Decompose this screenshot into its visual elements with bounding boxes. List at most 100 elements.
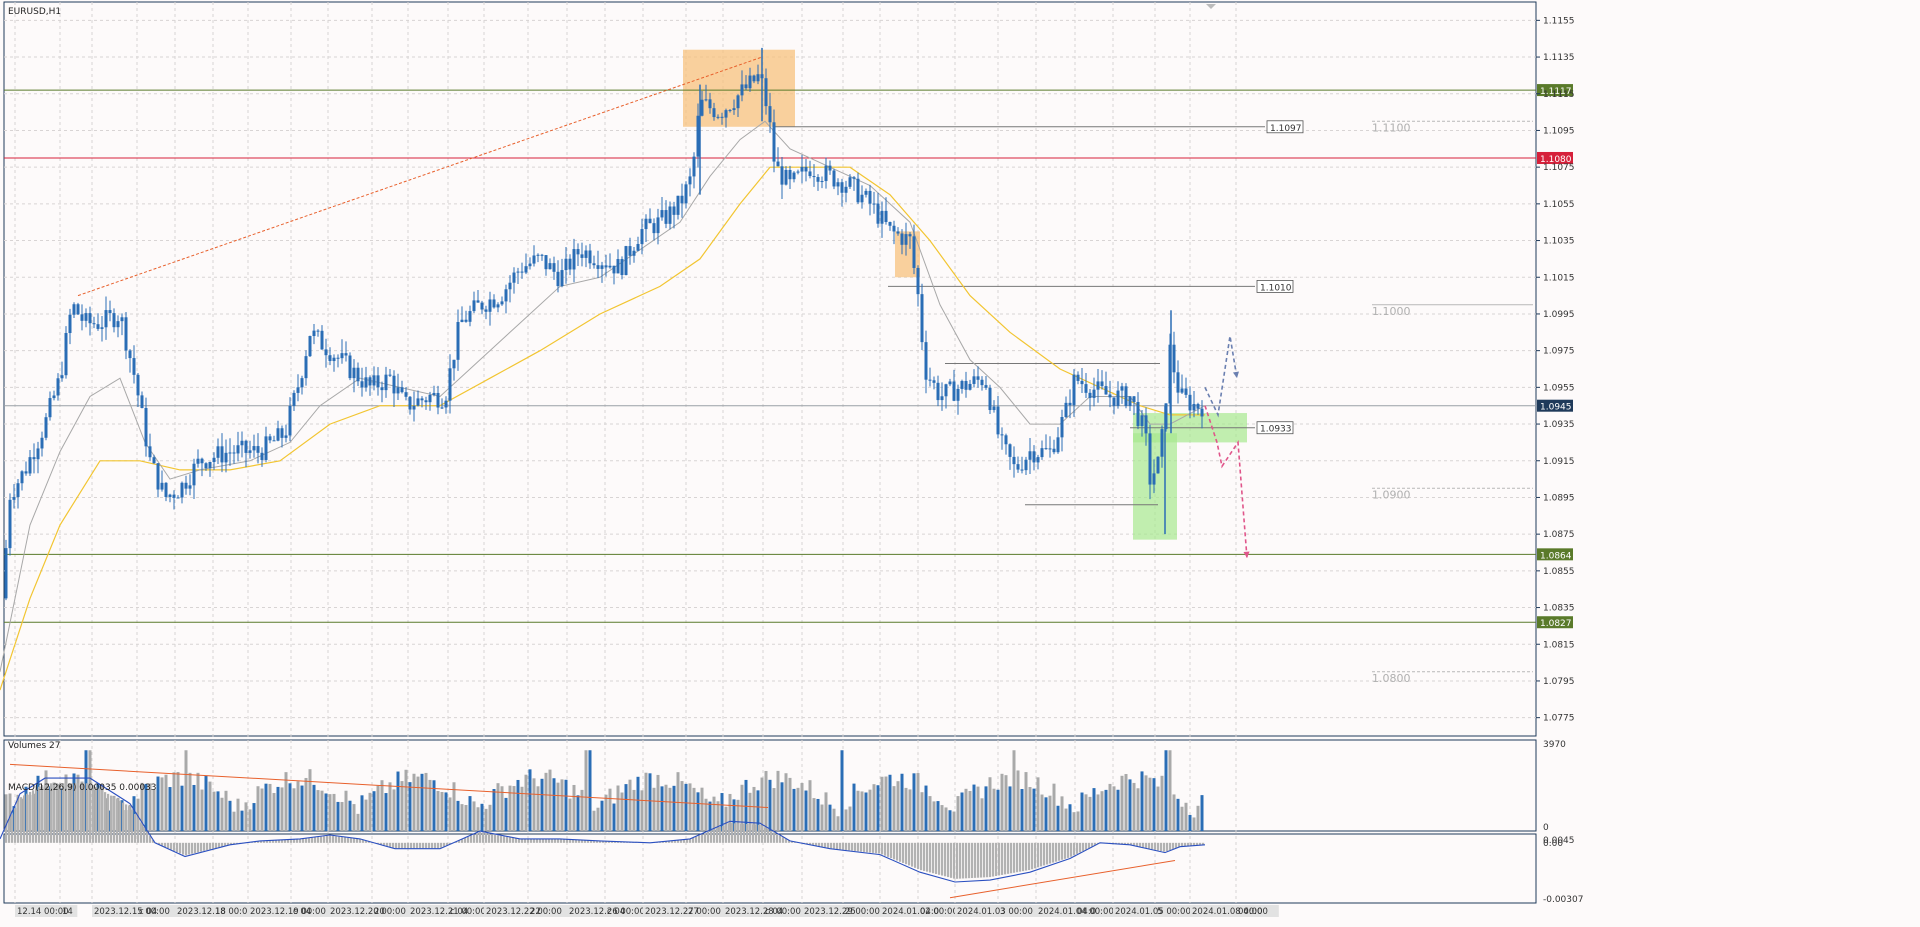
candle-body <box>320 330 324 350</box>
volume-bar <box>1024 772 1028 831</box>
candle-body <box>992 406 996 411</box>
macd-histogram-bar <box>728 823 731 843</box>
demand-zone[interactable] <box>1133 433 1177 540</box>
macd-histogram-bar <box>743 823 746 843</box>
price-axis-label: 1.0895 <box>1543 493 1575 503</box>
price-axis-label: 1.0835 <box>1543 604 1575 614</box>
candle-body <box>644 218 648 230</box>
candle-body <box>628 246 632 256</box>
macd-histogram-bar <box>902 842 905 863</box>
chart-shift-marker[interactable] <box>1206 4 1216 9</box>
candle-body <box>772 122 776 162</box>
candle-body <box>1124 386 1128 406</box>
drawings[interactable] <box>77 4 1250 559</box>
volume-bar <box>288 783 292 831</box>
volume-bar <box>344 790 348 831</box>
macd-histogram-bar <box>392 842 395 848</box>
candle-body <box>172 494 176 498</box>
candle-body <box>184 482 188 489</box>
price-axis-label: 1.1095 <box>1543 126 1575 136</box>
macd-histogram-bar <box>254 841 257 843</box>
time-axis-label: 14 <box>62 907 73 917</box>
volume-bar <box>900 773 904 831</box>
macd-histogram-bar <box>413 842 416 849</box>
candle-body <box>752 75 756 82</box>
candle-body <box>396 387 400 394</box>
macd-histogram-bar <box>326 835 329 843</box>
volume-bar <box>8 793 12 831</box>
macd-histogram-bar <box>194 842 197 854</box>
macd-histogram-bar <box>176 842 179 853</box>
volume-bar <box>516 779 520 831</box>
time-axis-label: 2023.12.18 00:00 <box>177 907 253 917</box>
macd-histogram-bar <box>23 795 26 843</box>
macd-histogram-bar <box>1172 842 1175 849</box>
macd-histogram-bar <box>122 802 125 843</box>
volume-bar <box>348 800 352 831</box>
candle-body <box>604 265 608 268</box>
macd-histogram-bar <box>95 786 98 843</box>
candle-body <box>1012 456 1016 465</box>
time-axis-tag <box>1113 905 1202 917</box>
candle-body <box>168 494 172 497</box>
volume-bar <box>616 785 620 831</box>
candle-body <box>820 181 824 183</box>
candle-body <box>132 358 136 375</box>
time-axis-label: 2023.12.29 00:00 <box>804 907 880 917</box>
volume-bar <box>488 804 492 831</box>
macd-histogram-bar <box>776 833 779 843</box>
price-levels[interactable]: 1.1117 1.1080 1.0864 1.0827 1.0945 1.1097 1.10… <box>4 84 1573 685</box>
macd-histogram-bar <box>974 842 977 878</box>
segment-level-label: 1.1010 <box>1260 283 1292 293</box>
macd-histogram-bar <box>434 842 437 849</box>
candle-body <box>704 99 708 101</box>
candle-body <box>1116 390 1120 406</box>
candle-body <box>1196 404 1200 409</box>
macd-histogram-bar <box>665 841 668 843</box>
trendline[interactable] <box>77 56 763 297</box>
macd-histogram-bar <box>266 840 269 843</box>
candle-body <box>940 396 944 401</box>
time-axis-label: 2024.01.05 00:00 <box>1115 907 1191 917</box>
price-axis-label: 1.0915 <box>1543 457 1575 467</box>
candle-body <box>1200 408 1204 417</box>
candle-body <box>592 263 596 266</box>
macd-histogram-bar <box>92 785 95 843</box>
volume-bar <box>168 787 172 831</box>
candle-body <box>1052 448 1056 453</box>
macd-divergence-line[interactable] <box>9 763 769 809</box>
volume-bar <box>1040 794 1044 831</box>
candle-body <box>1088 392 1092 398</box>
candle-body <box>84 313 88 321</box>
forecast-down-arrow[interactable] <box>1204 405 1248 559</box>
time-axis-tag <box>567 905 656 917</box>
volume-bar <box>176 771 180 831</box>
candle-body <box>92 323 96 325</box>
volume-axis-label: 0 <box>1543 823 1549 833</box>
volume-bar <box>996 789 1000 831</box>
macd-histogram-bar <box>26 793 29 843</box>
macd-histogram-bar <box>671 840 674 843</box>
candle-body <box>368 377 372 386</box>
macd-divergence-line[interactable] <box>949 859 1176 899</box>
macd-histogram-bar <box>1160 842 1163 852</box>
forecast-up-arrow[interactable] <box>1204 335 1238 418</box>
candle-body <box>352 367 356 379</box>
macd-histogram-bar <box>1001 842 1004 875</box>
candle-body <box>324 349 328 356</box>
macd-histogram-bar <box>1163 842 1166 852</box>
macd-histogram-bar <box>185 842 188 856</box>
macd-histogram-bar <box>1046 842 1049 865</box>
volume-bar <box>1088 796 1092 831</box>
candle-body <box>196 458 200 464</box>
macd-signal-line <box>0 777 1206 883</box>
volume-bar <box>316 790 320 831</box>
volume-bar <box>152 789 156 831</box>
candle-body <box>1104 386 1108 395</box>
macd-histogram-bar <box>938 842 941 875</box>
candle-body <box>620 259 624 276</box>
segment-level-label: 1.0933 <box>1260 425 1292 435</box>
macd-axis-label: 0.0045 <box>1543 836 1575 846</box>
